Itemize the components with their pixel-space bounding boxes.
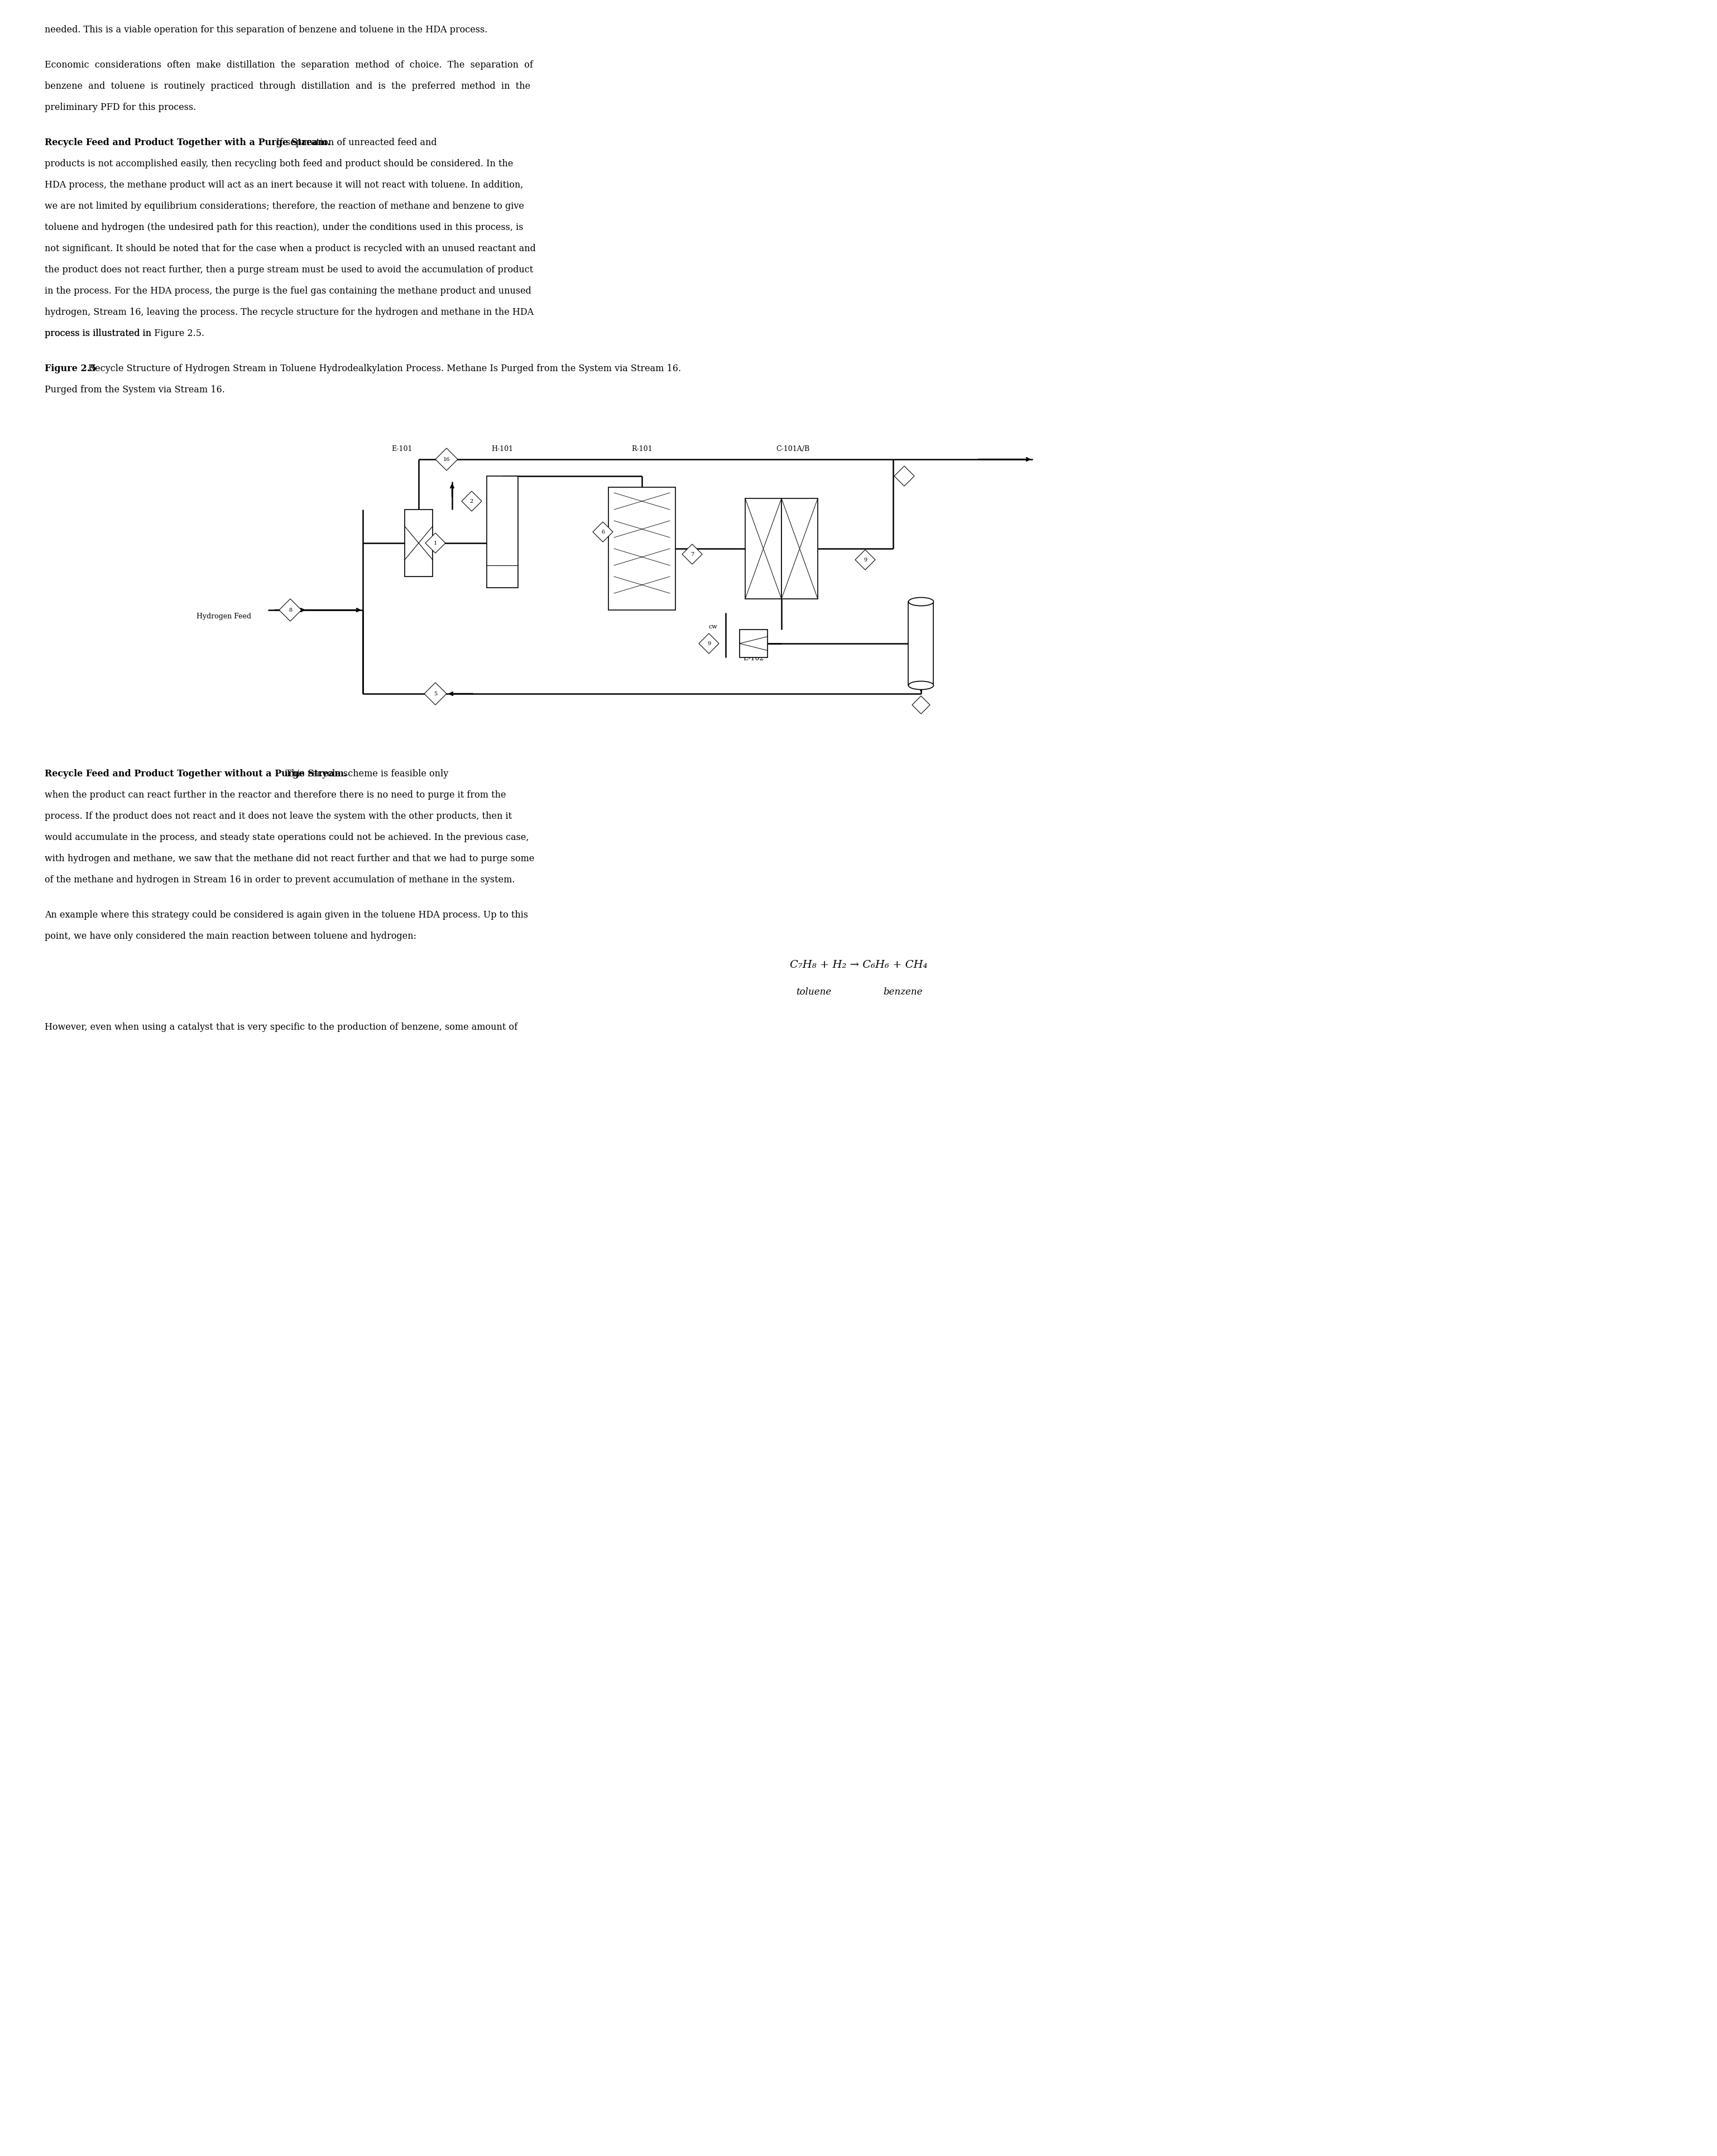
Bar (488, 476, 519, 589)
Text: Economic  considerations  often  make  distillation  the  separation  method  of: Economic considerations often make disti… (45, 60, 532, 69)
Text: 16: 16 (443, 457, 450, 461)
Bar (405, 509, 433, 576)
Text: 9: 9 (864, 556, 867, 563)
Ellipse shape (908, 597, 934, 606)
Text: An example where this strategy could be considered is again given in the toluene: An example where this strategy could be … (45, 910, 529, 921)
Ellipse shape (908, 681, 934, 690)
Bar (608, 487, 675, 610)
Text: hps: hps (465, 496, 477, 500)
Text: benzene: benzene (884, 987, 922, 996)
Text: needed. This is a viable operation for this separation of benzene and toluene in: needed. This is a viable operation for t… (45, 26, 488, 34)
Text: 8: 8 (288, 608, 292, 612)
Text: E-102: E-102 (743, 655, 764, 662)
Bar (908, 602, 934, 686)
Polygon shape (855, 550, 876, 569)
Text: 6: 6 (601, 530, 604, 535)
Text: products is not accomplished easily, then recycling both feed and product should: products is not accomplished easily, the… (45, 160, 513, 168)
Bar (740, 630, 767, 658)
Text: C₇H₈ + H₂ → C₆H₆ + CH₄: C₇H₈ + H₂ → C₆H₆ + CH₄ (790, 959, 927, 970)
Text: 5: 5 (434, 692, 438, 696)
Text: preliminary PFD for this process.: preliminary PFD for this process. (45, 103, 196, 112)
Polygon shape (462, 492, 482, 511)
Text: C-101A/B: C-101A/B (776, 446, 809, 453)
Bar (781, 498, 817, 599)
Text: process is illustrated in Figure 2.5.: process is illustrated in Figure 2.5. (45, 328, 204, 338)
Text: H-101: H-101 (491, 446, 513, 453)
Text: process is illustrated in: process is illustrated in (45, 328, 155, 338)
Text: toluene and hydrogen (the undesired path for this reaction), under the condition: toluene and hydrogen (the undesired path… (45, 222, 524, 233)
Polygon shape (912, 696, 931, 714)
Text: in the process. For the HDA process, the purge is the fuel gas containing the me: in the process. For the HDA process, the… (45, 287, 531, 295)
Polygon shape (895, 466, 915, 485)
Text: 9: 9 (707, 640, 711, 647)
Text: This recycle scheme is feasible only: This recycle scheme is feasible only (276, 770, 448, 778)
Polygon shape (592, 522, 613, 541)
Polygon shape (426, 533, 445, 554)
Polygon shape (699, 634, 719, 653)
Text: would accumulate in the process, and steady state operations could not be achiev: would accumulate in the process, and ste… (45, 832, 529, 843)
Text: toluene: toluene (797, 987, 831, 996)
Text: the product does not react further, then a purge stream must be used to avoid th: the product does not react further, then… (45, 265, 534, 274)
Text: 2: 2 (470, 498, 474, 505)
Text: Purged from the System via Stream 16.: Purged from the System via Stream 16. (45, 386, 225, 395)
Text: V-102: V-102 (912, 655, 931, 662)
Text: process. If the product does not react and it does not leave the system with the: process. If the product does not react a… (45, 811, 512, 821)
Text: cw: cw (709, 623, 718, 630)
Text: Hydrogen Feed: Hydrogen Feed (196, 612, 251, 621)
Text: However, even when using a catalyst that is very specific to the production of b: However, even when using a catalyst that… (45, 1022, 517, 1033)
Polygon shape (436, 448, 458, 470)
Text: Recycle Feed and Product Together with a Purge Stream.: Recycle Feed and Product Together with a… (45, 138, 330, 147)
Text: we are not limited by equilibrium considerations; therefore, the reaction of met: we are not limited by equilibrium consid… (45, 201, 524, 211)
Polygon shape (280, 599, 302, 621)
Text: of the methane and hydrogen in Stream 16 in order to prevent accumulation of met: of the methane and hydrogen in Stream 16… (45, 875, 515, 884)
Text: 1: 1 (434, 541, 438, 545)
Text: HDA process, the methane product will act as an inert because it will not react : HDA process, the methane product will ac… (45, 181, 524, 190)
Polygon shape (682, 543, 702, 565)
Text: Figure 2.5: Figure 2.5 (45, 364, 96, 373)
Text: If separation of unreacted feed and: If separation of unreacted feed and (264, 138, 436, 147)
Polygon shape (424, 683, 446, 705)
Text: 7: 7 (690, 552, 694, 556)
Text: E-101: E-101 (391, 446, 412, 453)
Text: not significant. It should be noted that for the case when a product is recycled: not significant. It should be noted that… (45, 244, 536, 254)
Text: benzene  and  toluene  is  routinely  practiced  through  distillation  and  is : benzene and toluene is routinely practic… (45, 82, 531, 91)
Text: Recycle Feed and Product Together without a Purge Stream.: Recycle Feed and Product Together withou… (45, 770, 347, 778)
Text: point, we have only considered the main reaction between toluene and hydrogen:: point, we have only considered the main … (45, 931, 417, 940)
Bar (745, 498, 781, 599)
Text: Recycle Structure of Hydrogen Stream in Toluene Hydrodealkylation Process. Metha: Recycle Structure of Hydrogen Stream in … (86, 364, 682, 373)
Text: with hydrogen and methane, we saw that the methane did not react further and tha: with hydrogen and methane, we saw that t… (45, 854, 534, 862)
Text: R-101: R-101 (632, 446, 652, 453)
Text: when the product can react further in the reactor and therefore there is no need: when the product can react further in th… (45, 791, 507, 800)
Text: hydrogen, Stream 16, leaving the process. The recycle structure for the hydrogen: hydrogen, Stream 16, leaving the process… (45, 308, 534, 317)
